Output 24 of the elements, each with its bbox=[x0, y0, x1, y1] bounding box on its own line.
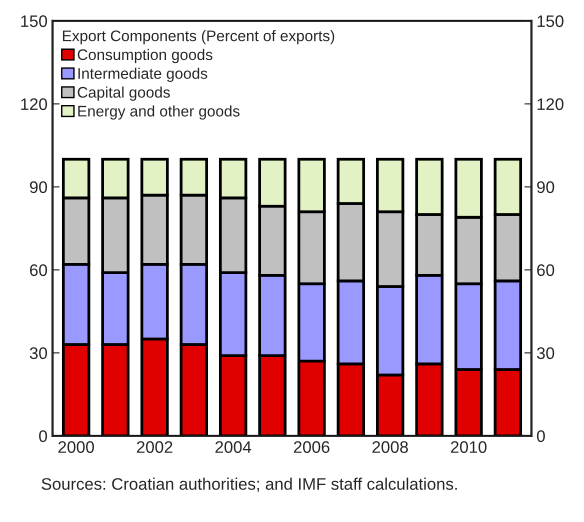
y2-tick-label: 30 bbox=[536, 347, 554, 360]
y2-tick-label: 0 bbox=[536, 430, 545, 442]
legend-label: Capital goods bbox=[78, 86, 170, 101]
x-tick-label: 2010 bbox=[450, 441, 487, 453]
legend-title: Export Components (Percent of exports) bbox=[62, 30, 334, 44]
legend-label: Intermediate goods bbox=[78, 68, 208, 82]
y-tick-label: 90 bbox=[30, 181, 48, 194]
y-tick-label: 60 bbox=[30, 264, 48, 276]
y-tick-label: 30 bbox=[30, 347, 48, 360]
x-tick-label: 2000 bbox=[58, 441, 94, 453]
y-tick-label: 150 bbox=[21, 15, 48, 28]
legend-label: Energy and other goods bbox=[78, 105, 240, 120]
source-note: Sources: Croatian authorities; and IMF staff calculations. bbox=[42, 478, 457, 492]
legend-label: Consumption goods bbox=[78, 48, 212, 64]
y-tick-label: 0 bbox=[39, 430, 48, 442]
y2-tick-label: 60 bbox=[537, 264, 554, 276]
y2-tick-label: 90 bbox=[537, 181, 554, 194]
x-tick-label: 2008 bbox=[372, 441, 408, 453]
y2-tick-label: 150 bbox=[538, 15, 564, 28]
x-tick-label: 2006 bbox=[294, 441, 330, 453]
y-tick-label: 120 bbox=[21, 98, 48, 110]
y2-tick-label: 120 bbox=[538, 98, 564, 110]
x-tick-label: 2002 bbox=[136, 441, 172, 453]
x-tick-label: 2004 bbox=[215, 441, 252, 453]
